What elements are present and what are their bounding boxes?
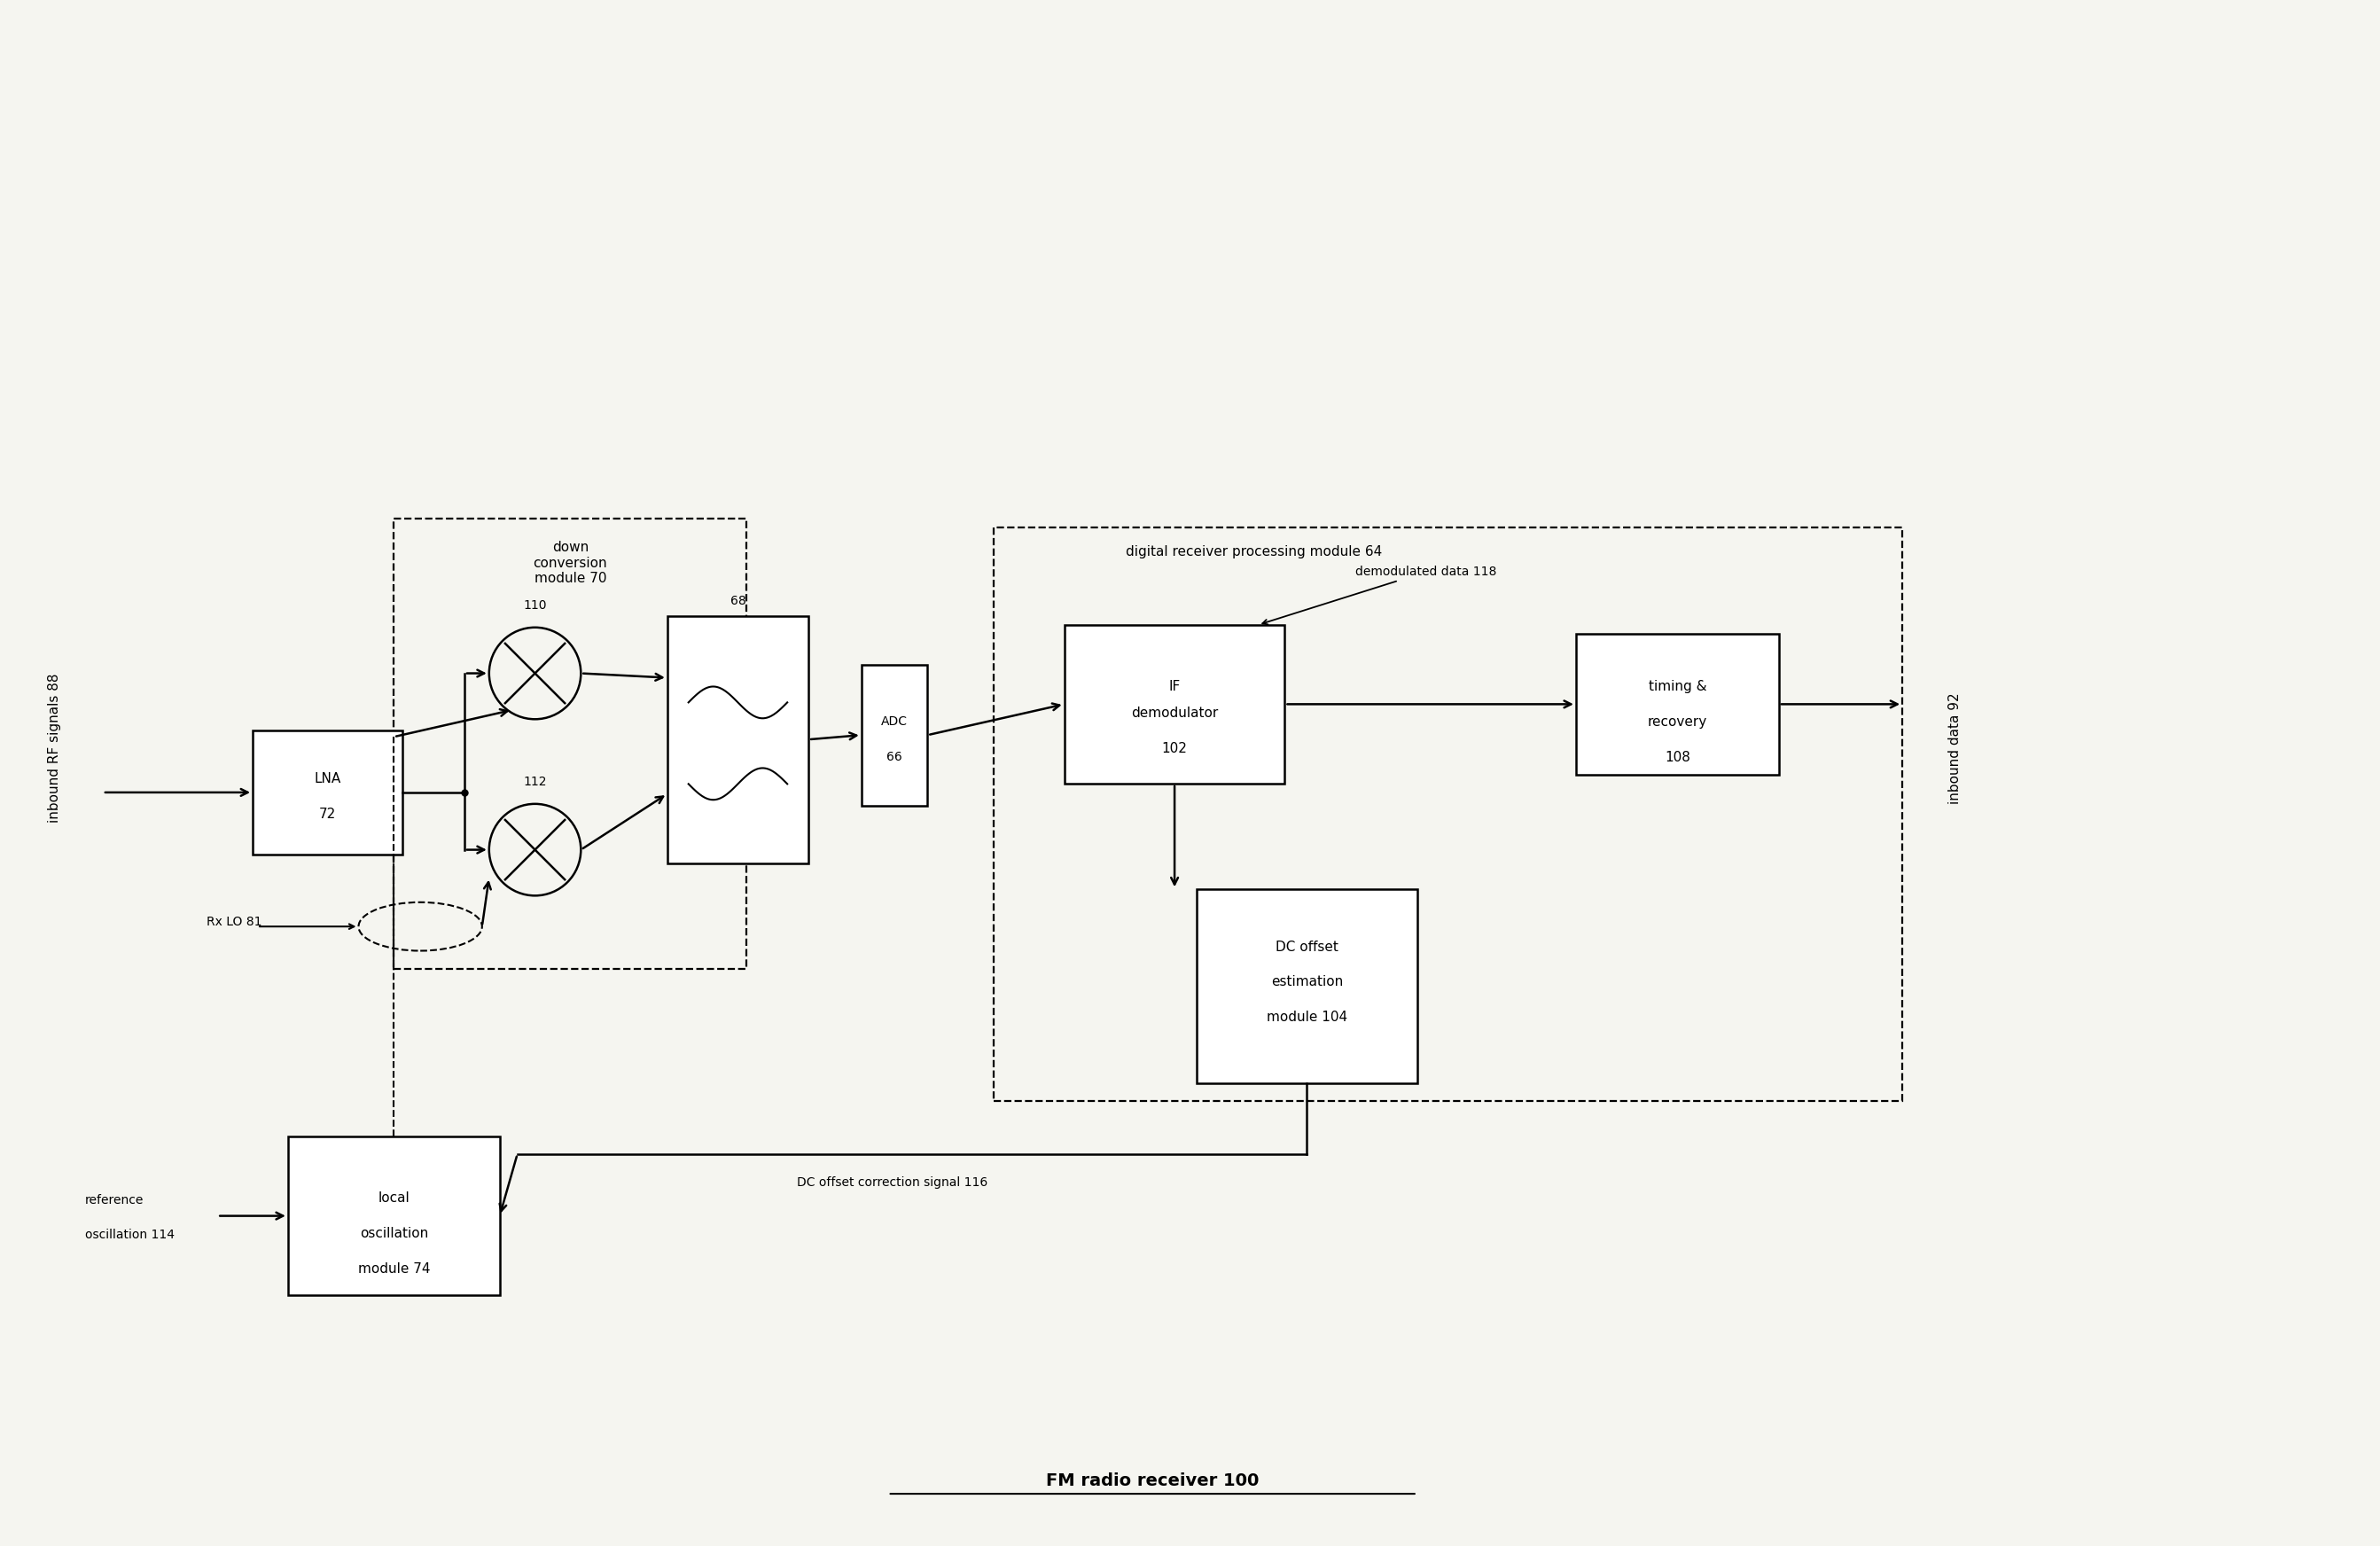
Text: 112: 112 [524,776,547,788]
Text: 110: 110 [524,600,547,612]
Text: inbound RF signals 88: inbound RF signals 88 [48,674,62,822]
FancyBboxPatch shape [1576,634,1778,775]
Text: reference: reference [86,1194,143,1206]
Text: demodulated data 118: demodulated data 118 [1261,566,1497,625]
Text: down
conversion
module 70: down conversion module 70 [533,541,607,584]
Text: 102: 102 [1161,742,1188,754]
Text: 72: 72 [319,809,336,821]
Text: LNA: LNA [314,773,340,785]
Text: module 104: module 104 [1266,1011,1347,1023]
FancyBboxPatch shape [252,731,402,855]
Text: digital receiver processing module 64: digital receiver processing module 64 [1126,546,1383,558]
Text: oscillation: oscillation [359,1228,428,1240]
Text: 66: 66 [888,751,902,764]
Text: oscillation 114: oscillation 114 [86,1229,174,1241]
Text: recovery: recovery [1647,716,1706,728]
FancyBboxPatch shape [862,665,928,805]
Text: local: local [378,1192,409,1204]
FancyBboxPatch shape [666,615,809,863]
FancyBboxPatch shape [1197,889,1416,1084]
Text: 108: 108 [1664,750,1690,764]
Text: 68: 68 [731,595,745,608]
Text: DC offset correction signal 116: DC offset correction signal 116 [797,1177,988,1189]
Text: timing &: timing & [1649,680,1706,693]
Text: estimation: estimation [1271,976,1342,989]
Text: ADC: ADC [881,716,907,728]
Text: DC offset: DC offset [1276,940,1338,954]
Text: IF: IF [1169,680,1180,693]
Text: inbound data 92: inbound data 92 [1949,693,1961,804]
Text: demodulator: demodulator [1130,707,1219,719]
FancyBboxPatch shape [1064,625,1285,784]
Text: Rx LO 81: Rx LO 81 [207,915,262,928]
FancyBboxPatch shape [288,1136,500,1296]
Text: FM radio receiver 100: FM radio receiver 100 [1045,1472,1259,1489]
Text: module 74: module 74 [357,1262,431,1275]
